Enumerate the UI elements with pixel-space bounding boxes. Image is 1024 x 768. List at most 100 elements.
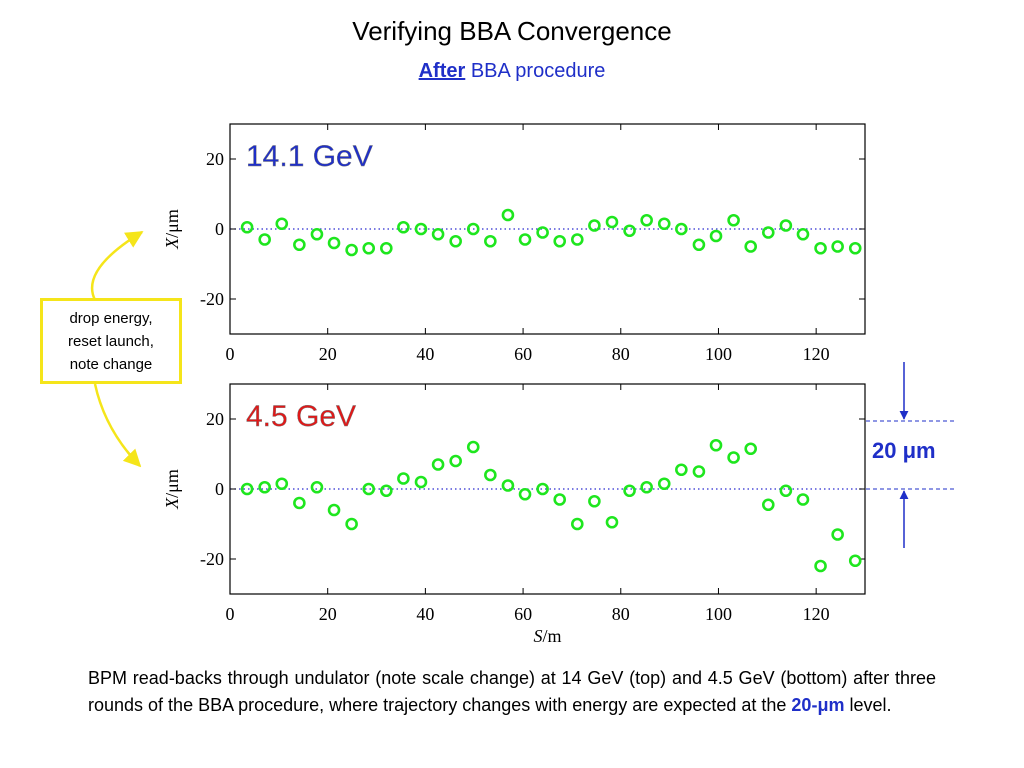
data-point: [709, 229, 723, 243]
data-point: [692, 238, 706, 252]
data-point: [605, 515, 619, 529]
data-point: [275, 477, 289, 491]
slide-subtitle: After BBA procedure: [0, 60, 1024, 83]
data-point: [709, 438, 723, 452]
data-point: [310, 227, 324, 241]
data-point: [675, 463, 688, 477]
data-point: [293, 238, 306, 252]
x-tick-label: 80: [612, 344, 630, 364]
data-point: [518, 233, 532, 246]
caption-tail: level.: [844, 695, 892, 715]
x-tick-label: 100: [705, 604, 732, 624]
data-point: [536, 482, 549, 496]
y-axis-label: X/μm: [162, 469, 182, 510]
data-point: [414, 475, 428, 489]
data-point: [657, 477, 671, 491]
data-point: [570, 517, 584, 531]
data-point: [692, 465, 706, 478]
x-tick-label: 0: [226, 344, 235, 364]
energy-change-callout: drop energy, reset launch, note change: [40, 298, 182, 384]
data-point: [275, 217, 289, 231]
y-tick-label: 0: [215, 219, 224, 239]
y-axis-label: X/μm: [162, 209, 182, 250]
data-point: [362, 482, 376, 496]
x-tick-label: 120: [803, 604, 830, 624]
callout-arrow-up: [90, 230, 144, 301]
scale-bar-label: 20 μm: [872, 438, 936, 464]
data-point: [327, 236, 341, 250]
data-point: [623, 484, 636, 498]
data-point: [588, 494, 601, 508]
data-point: [675, 222, 688, 236]
data-point: [258, 233, 271, 246]
data-point: [258, 480, 271, 494]
caption-highlight: 20-μm: [791, 695, 845, 715]
callout-arrow-down: [93, 383, 142, 468]
data-point: [744, 442, 758, 456]
data-point: [761, 226, 775, 239]
data-point: [796, 227, 810, 241]
data-point: [570, 233, 584, 246]
energy-label: 4.5 GeV: [246, 400, 356, 433]
data-point: [397, 220, 410, 234]
callout-line-2: reset launch,: [68, 333, 154, 350]
y-tick-label: -20: [200, 549, 224, 569]
figure-caption: BPM read-backs through undulator (note s…: [88, 665, 936, 719]
energy-label: 14.1 GeV: [246, 140, 373, 173]
data-point: [536, 226, 549, 239]
data-point: [466, 222, 480, 236]
chart-14gev: 0 20 40 60 80 100 120 20 0 -20 X/μm 14.1 GeV: [162, 123, 866, 364]
data-point: [240, 482, 254, 496]
data-point: [848, 554, 862, 568]
y-tick-label: -20: [200, 289, 224, 309]
data-point: [380, 484, 393, 498]
callout-line-1: drop energy,: [69, 310, 153, 327]
data-point: [623, 224, 636, 238]
data-point: [397, 472, 410, 485]
data-point: [501, 479, 515, 492]
y-tick-label: 20: [206, 149, 224, 169]
x-tick-label: 20: [319, 604, 337, 624]
data-point: [605, 215, 619, 229]
x-axis-label: S/m: [533, 626, 561, 646]
caption-text: BPM read-backs through undulator (note s…: [88, 668, 936, 715]
x-tick-label: 0: [226, 604, 235, 624]
data-point: [761, 498, 775, 512]
data-point: [380, 241, 393, 255]
data-point: [779, 484, 793, 498]
x-tick-label: 60: [514, 344, 532, 364]
x-tick-label: 80: [612, 604, 630, 624]
subtitle-emphasis: After: [418, 60, 466, 82]
data-point: [414, 222, 428, 236]
data-point: [431, 458, 445, 471]
data-point: [345, 517, 358, 531]
x-tick-label: 40: [416, 604, 434, 624]
data-point: [831, 240, 844, 253]
y-tick-label: 0: [215, 479, 224, 499]
data-point: [466, 440, 480, 454]
data-point: [310, 480, 324, 494]
data-point: [240, 220, 254, 234]
data-point: [831, 528, 844, 541]
data-point: [484, 234, 497, 248]
data-point: [744, 240, 758, 253]
data-point: [501, 208, 515, 222]
data-point: [640, 213, 653, 227]
data-point: [814, 241, 827, 255]
bpm-readback-figure: 0 20 40 60 80 100 120 20 0 -20 X/μm 14.1 GeV 0 20 40 6…: [90, 123, 956, 646]
callout-line-3: note change: [69, 356, 153, 373]
slide-title: Verifying BBA Convergence: [352, 16, 672, 46]
data-point: [327, 503, 341, 517]
x-tick-label: 20: [319, 344, 337, 364]
data-point: [484, 468, 497, 482]
data-point: [640, 480, 653, 494]
y-tick-label: 20: [206, 409, 224, 429]
data-point: [779, 219, 793, 232]
data-point: [848, 241, 862, 255]
data-point: [553, 234, 567, 248]
x-tick-label: 100: [705, 344, 732, 364]
data-point: [553, 493, 567, 506]
data-point: [431, 227, 445, 241]
scale-bar-value: 20: [872, 438, 903, 463]
x-tick-label: 40: [416, 344, 434, 364]
